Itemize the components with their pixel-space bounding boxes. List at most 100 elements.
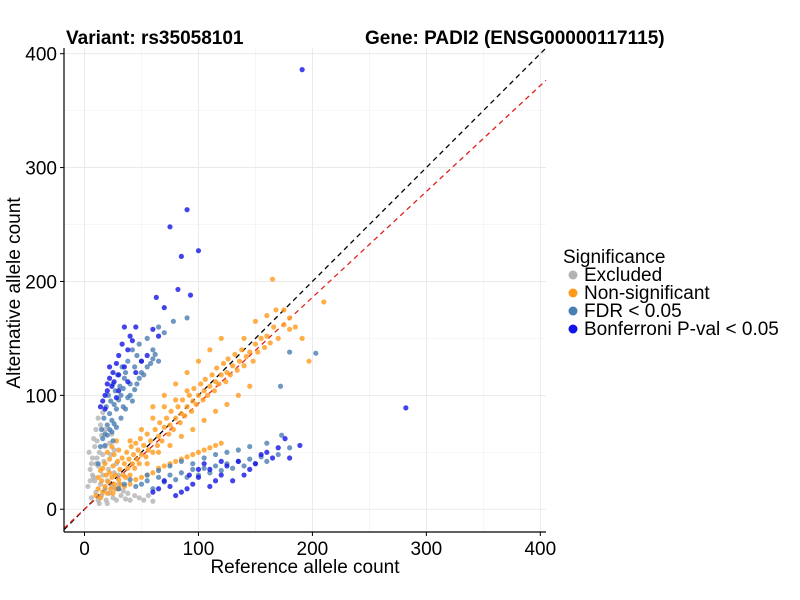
point-s3-24 [109,383,115,389]
point-s1-135 [184,454,190,460]
point-s2-86 [144,472,150,478]
point-s0-39 [91,436,97,442]
point-s2-37 [110,438,116,444]
point-s1-95 [255,349,261,355]
point-s1-39 [143,454,149,460]
point-s2-13 [111,401,117,408]
point-s1-86 [232,351,238,357]
point-s1-48 [159,438,165,444]
point-s3-65 [218,458,224,464]
point-s2-64 [155,474,162,480]
point-s3-12 [150,326,156,332]
point-s2-91 [127,477,133,483]
point-s3-15 [119,341,125,347]
point-s1-154 [212,408,219,414]
point-s1-37 [138,451,145,458]
point-s2-1 [97,443,104,450]
point-s1-16 [114,458,121,464]
point-s1-117 [269,276,276,282]
point-s1-53 [168,408,174,414]
point-s3-47 [230,478,236,484]
point-s3-21 [121,364,127,370]
point-s3-28 [116,388,122,394]
point-s1-100 [271,324,277,330]
x-tick-label-1: 100 [183,539,215,560]
point-s3-16 [125,347,131,353]
point-s2-97 [235,447,241,453]
point-s1-159 [104,449,110,455]
point-s2-43 [127,392,133,398]
point-s0-29 [118,492,124,499]
point-s1-139 [207,445,213,451]
point-s1-137 [195,449,202,455]
data-points [85,67,409,507]
point-s0-53 [100,451,106,458]
point-s1-63 [189,408,195,414]
point-s1-102 [281,322,287,328]
point-s1-127 [138,474,145,480]
point-s3-42 [264,449,270,455]
point-s2-102 [277,383,284,389]
point-s3-5 [153,294,159,301]
point-s3-3 [195,248,202,254]
point-s3-29 [125,379,131,385]
point-s2-49 [141,372,147,378]
point-s3-7 [187,292,194,298]
point-s1-118 [299,335,305,341]
point-s3-49 [218,472,224,478]
point-s1-157 [247,383,253,389]
point-s3-22 [104,381,110,387]
point-s1-62 [186,392,192,398]
point-s3-44 [252,461,259,467]
point-s0-54 [89,472,96,478]
y-tick-label-4: 400 [25,45,57,66]
point-s1-7 [104,490,110,496]
point-s1-141 [218,440,224,446]
point-s1-103 [287,315,293,321]
point-s1-74 [209,372,215,378]
point-s2-34 [161,330,167,336]
point-s1-31 [132,465,138,471]
point-s3-54 [184,486,190,492]
point-s3-26 [102,392,108,398]
point-s1-165 [116,447,122,453]
point-s1-109 [195,358,202,364]
point-s0-32 [125,490,131,496]
point-s1-41 [145,447,151,453]
point-s3-68 [186,472,192,478]
point-s1-119 [306,358,312,364]
point-s2-35 [170,318,176,324]
point-s2-85 [287,445,293,451]
point-s1-144 [150,415,156,421]
point-s3-59 [155,486,162,492]
point-s1-153 [201,417,207,423]
point-s1-149 [155,449,162,455]
point-s1-55 [173,415,179,421]
legend-label-2: FDR < 0.05 [584,301,682,322]
point-s3-38 [403,405,409,411]
point-s1-160 [106,456,113,462]
point-s2-41 [122,406,129,412]
point-s1-78 [216,381,222,387]
point-s1-34 [135,447,141,453]
point-s1-73 [207,383,213,389]
point-s0-46 [92,478,98,484]
point-s2-58 [109,429,115,435]
point-s2-7 [104,422,110,428]
point-s1-80 [220,360,227,367]
point-s2-33 [155,324,162,330]
point-s1-98 [264,333,270,339]
point-s2-26 [129,347,135,353]
point-s3-25 [111,379,117,385]
y-tick-label-1: 100 [25,386,57,407]
point-s2-31 [144,335,150,341]
legend: Significance ExcludedNon-significantFDR … [563,247,779,340]
point-s0-33 [127,497,133,503]
point-s1-28 [128,443,134,450]
point-s1-85 [230,363,236,369]
legend-label-3: Bonferroni P-val < 0.05 [584,319,779,340]
axes [63,48,546,533]
point-s3-62 [235,458,241,464]
point-s1-38 [141,442,147,449]
